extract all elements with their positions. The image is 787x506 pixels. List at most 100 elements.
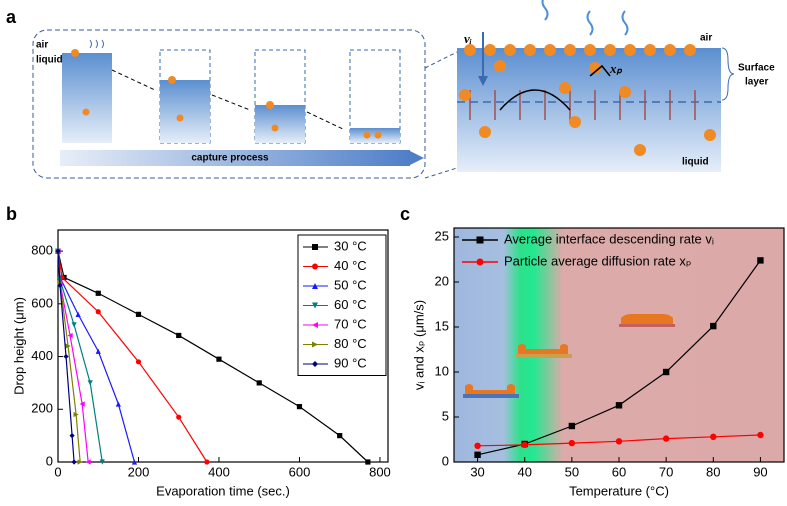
data-point — [79, 401, 85, 407]
legend-marker — [312, 244, 318, 250]
data-point — [662, 368, 670, 376]
panel-label: b — [6, 204, 17, 224]
legend-label: Particle average diffusion rate xₚ — [504, 253, 691, 268]
x-tick-label: 60 — [612, 464, 626, 479]
legend-marker — [312, 322, 318, 328]
legend-label: 90 °C — [334, 355, 367, 370]
legend-marker — [312, 263, 318, 270]
data-point — [204, 459, 210, 465]
data-point — [95, 309, 101, 315]
y-tick-label: 800 — [31, 243, 53, 258]
label: liquid — [682, 157, 709, 168]
legend-label: Average interface descending rate vᵢ — [504, 231, 714, 246]
data-point — [71, 322, 77, 328]
legend-marker — [312, 283, 318, 289]
plot-background — [454, 228, 784, 462]
x-axis-label: Temperature (°C) — [569, 483, 669, 498]
data-point — [55, 248, 61, 254]
x-tick-label: 70 — [659, 464, 673, 479]
x-tick-label: 400 — [208, 464, 230, 479]
data-point — [135, 359, 142, 365]
data-point — [176, 414, 182, 420]
data-point — [757, 431, 764, 439]
x-tick-label: 50 — [565, 464, 579, 479]
y-axis-label: Drop height (μm) — [11, 297, 26, 395]
y-tick-label: 25 — [435, 228, 449, 243]
data-point — [63, 353, 69, 360]
panel-label: c — [400, 204, 410, 224]
legend-marker — [312, 341, 318, 348]
legend-label: 60 °C — [334, 297, 367, 312]
x-axis-label: Evaporation time (sec.) — [156, 483, 290, 498]
data-point — [757, 257, 764, 264]
label: liquid — [36, 55, 63, 66]
legend-marker — [312, 302, 318, 309]
x-tick-label: 80 — [706, 464, 720, 479]
y-axis-label: vᵢ and xₚ (μm/s) — [411, 300, 426, 390]
y-tick-label: 400 — [31, 348, 53, 363]
data-point — [474, 442, 481, 449]
x-tick-label: 0 — [54, 464, 61, 479]
data-point — [67, 332, 73, 339]
x-tick-label: 600 — [289, 464, 311, 479]
capture-diagram: air liquid capture process vᵢ xₚ air Sur… — [32, 0, 775, 179]
data-point — [296, 404, 303, 410]
data-point — [99, 459, 105, 465]
zoom-line — [424, 51, 458, 179]
arrow — [111, 69, 346, 131]
label: Surface — [738, 63, 775, 74]
data-point — [176, 332, 182, 339]
data-point — [95, 290, 101, 296]
legend-label: 50 °C — [334, 277, 367, 292]
legend-label: 70 °C — [334, 316, 367, 331]
data-point — [73, 411, 79, 418]
data-point — [710, 322, 717, 330]
y-tick-label: 600 — [31, 295, 53, 310]
y-tick-label: 5 — [442, 408, 449, 423]
data-point — [57, 282, 63, 288]
x-tick-label: 800 — [369, 464, 391, 479]
series-line — [57, 250, 369, 463]
beaker — [255, 105, 305, 143]
legend-marker — [312, 361, 318, 367]
data-point — [662, 435, 670, 442]
series-line — [57, 251, 208, 463]
label: layer — [745, 77, 768, 88]
x-tick-label: 90 — [753, 464, 767, 479]
y-tick-label: 10 — [435, 363, 449, 378]
data-point — [77, 459, 83, 465]
legend-label: 30 °C — [334, 238, 367, 253]
data-point — [568, 439, 576, 447]
brace — [721, 47, 735, 101]
legend-label: 40 °C — [334, 258, 367, 273]
data-point — [95, 348, 101, 354]
label: vᵢ — [464, 31, 472, 46]
legend-marker — [476, 258, 484, 266]
data-point — [256, 380, 262, 386]
data-point — [71, 459, 77, 465]
data-point — [710, 433, 717, 440]
data-point — [521, 441, 528, 449]
vapor — [541, 0, 629, 36]
y-tick-label: 0 — [442, 453, 449, 468]
data-point — [65, 343, 71, 349]
panel-label: a — [6, 7, 17, 27]
data-point — [365, 459, 371, 465]
arrow — [478, 76, 488, 86]
data-point — [216, 356, 222, 362]
data-point — [615, 438, 623, 445]
data-point — [87, 380, 93, 386]
y-tick-label: 200 — [31, 401, 53, 416]
legend-marker — [476, 236, 484, 244]
data-point — [115, 401, 121, 407]
data-point — [131, 459, 138, 465]
upflow — [469, 90, 696, 120]
y-tick-label: 0 — [46, 453, 53, 468]
y-tick-label: 20 — [435, 273, 449, 288]
data-point — [337, 433, 343, 439]
process-arrow — [60, 150, 410, 166]
arrow — [589, 64, 611, 77]
particles — [71, 49, 382, 139]
data-point — [69, 433, 75, 439]
